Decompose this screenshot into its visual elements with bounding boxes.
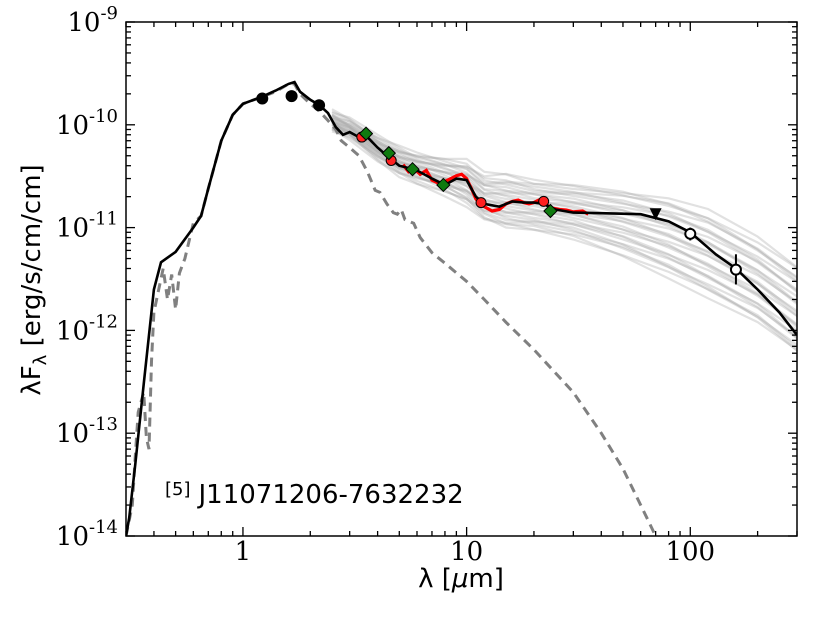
photometry-point-open: [684, 227, 697, 240]
x-axis-label: λ [μm]: [418, 564, 504, 594]
x-tick-label: 1: [235, 537, 252, 567]
fit-ensemble-line: [331, 116, 797, 283]
photometry-point-open: [729, 263, 742, 276]
fit-ensemble-line: [331, 111, 797, 269]
plot-frame: [125, 21, 798, 537]
annotation-ref: [5]: [165, 479, 191, 500]
x-tick-label: 10: [450, 537, 483, 567]
photometry-point-black: [256, 92, 269, 105]
fit-ensemble-line: [331, 128, 797, 352]
y-tick-label: 10-14: [56, 517, 118, 552]
photometry-point-red: [475, 197, 487, 209]
y-tick-label: 10-11: [56, 209, 118, 244]
fit-ensemble-line: [331, 117, 797, 278]
photometry-points: [256, 90, 742, 285]
photometry-point-green: [436, 177, 451, 193]
photometry-point-green: [543, 203, 558, 219]
photometry-point-black: [285, 90, 298, 103]
photometry-point-black: [313, 99, 326, 112]
photometry-point-green: [358, 126, 374, 141]
fit-ensemble-line: [331, 122, 797, 339]
y-tick-label: 10-13: [56, 414, 118, 449]
photometry-point-red: [538, 195, 550, 207]
x-tick-label: 100: [665, 537, 715, 567]
y-tick-label: 10-10: [56, 106, 118, 141]
fit-ensemble-line: [331, 123, 797, 349]
best-fit-model-line: [126, 80, 797, 536]
y-tick-label: 10-9: [67, 3, 118, 38]
upper-limit-marker: [649, 208, 662, 221]
photometry-point-green: [405, 161, 420, 177]
fit-ensemble-line: [331, 108, 797, 269]
y-tick-label: 10-12: [56, 311, 118, 346]
source-annotation: [5] J11071206-7632232: [165, 479, 464, 510]
annotation-name: J11071206-7632232: [197, 480, 464, 510]
photometry-point-green: [381, 145, 397, 161]
axis-ticks: 1 10 100 10-14 10-13 10-12 10-11 10-10 10-9: [56, 3, 798, 567]
